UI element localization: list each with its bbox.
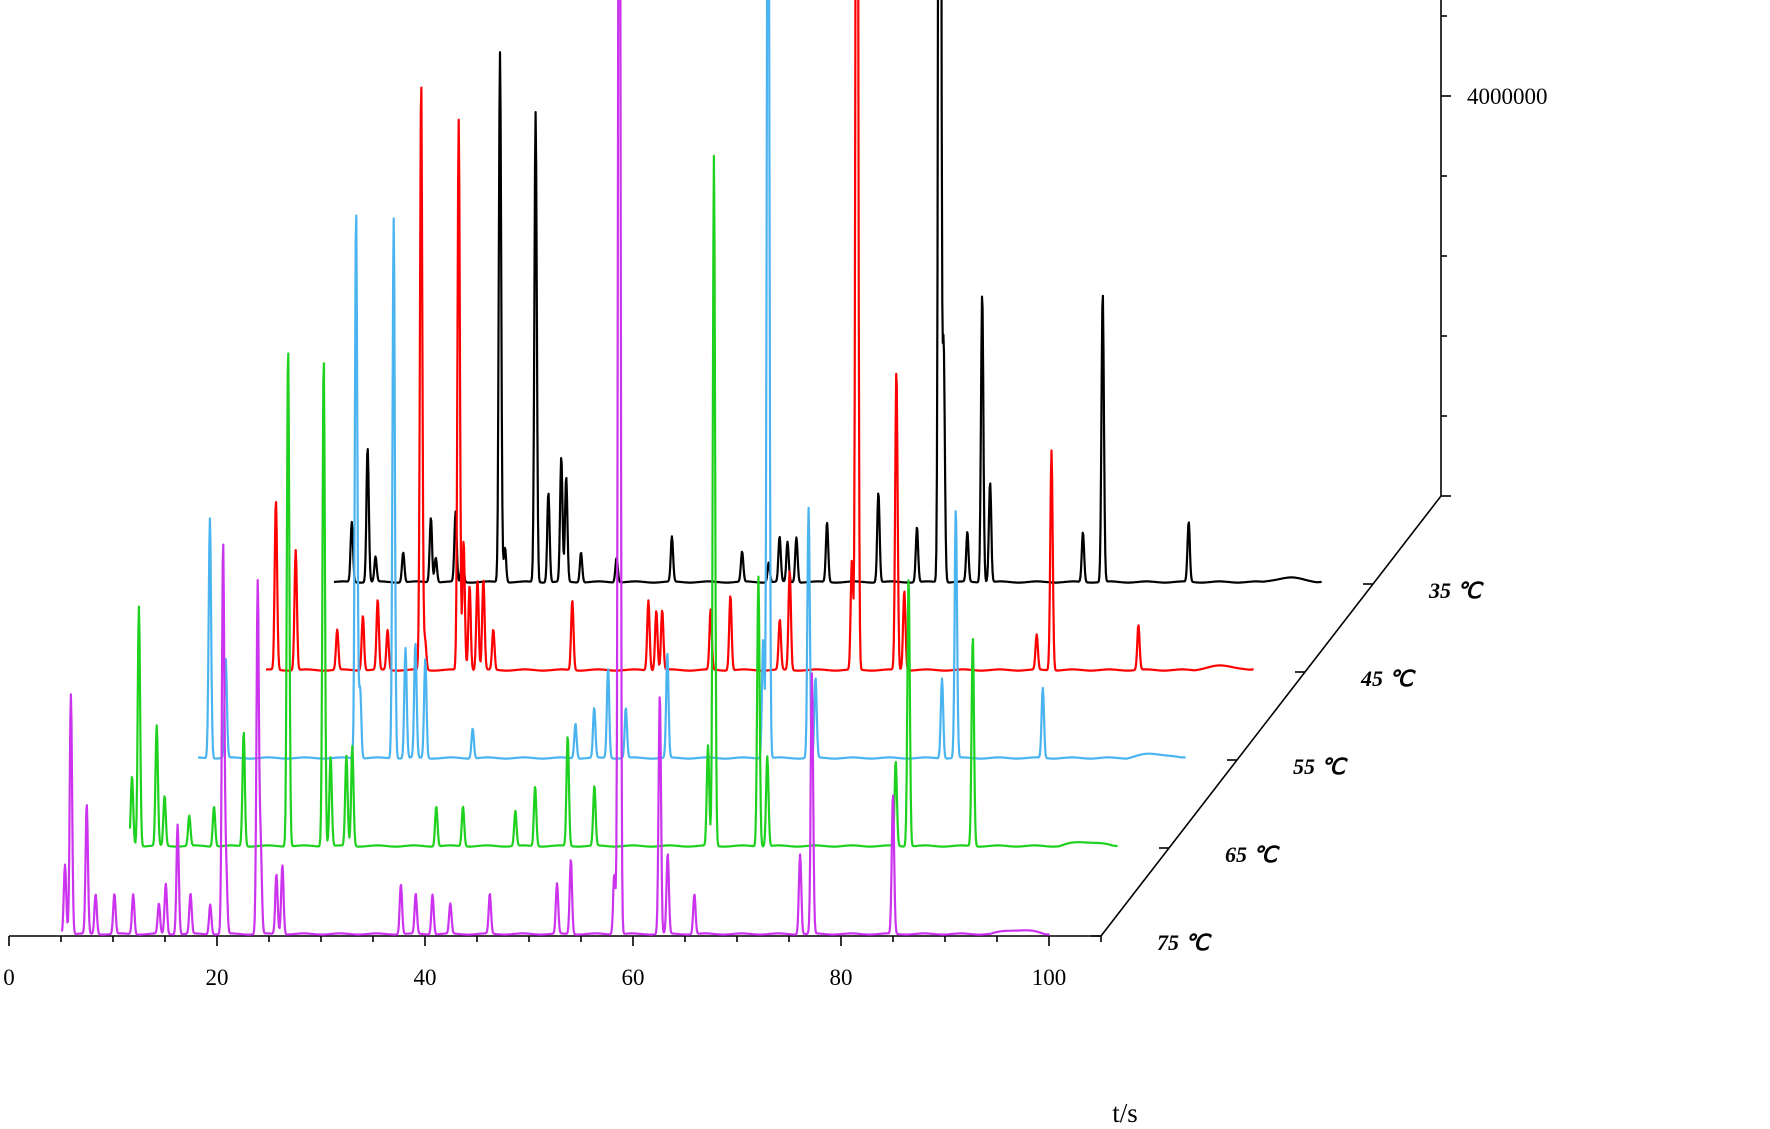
series-trace [128, 154, 1119, 848]
series-trace [333, 0, 1323, 584]
series-trace [60, 0, 1051, 936]
series-label: 35 ℃ [1428, 578, 1485, 603]
x-tick-label: 100 [1032, 965, 1067, 990]
series-traces [60, 0, 1323, 936]
x-tick-label: 0 [3, 965, 15, 990]
series-trace [197, 0, 1187, 760]
series-label: 55 ℃ [1293, 754, 1349, 779]
labels: 0204060801004000000800000012000000160000… [3, 84, 1548, 990]
x-tick-label: 60 [622, 965, 645, 990]
series-label: 75 ℃ [1157, 930, 1213, 955]
series-label: 65 ℃ [1225, 842, 1281, 867]
series-label: 45 ℃ [1360, 666, 1417, 691]
x-axis-title: t/s [1112, 1098, 1138, 1128]
x-tick-label: 80 [830, 965, 853, 990]
depth-axis-line [1100, 495, 1442, 937]
x-tick-label: 20 [206, 965, 229, 990]
x-tick-label: 40 [414, 965, 437, 990]
y-tick-label: 4000000 [1467, 84, 1548, 109]
axes [8, 0, 1451, 946]
